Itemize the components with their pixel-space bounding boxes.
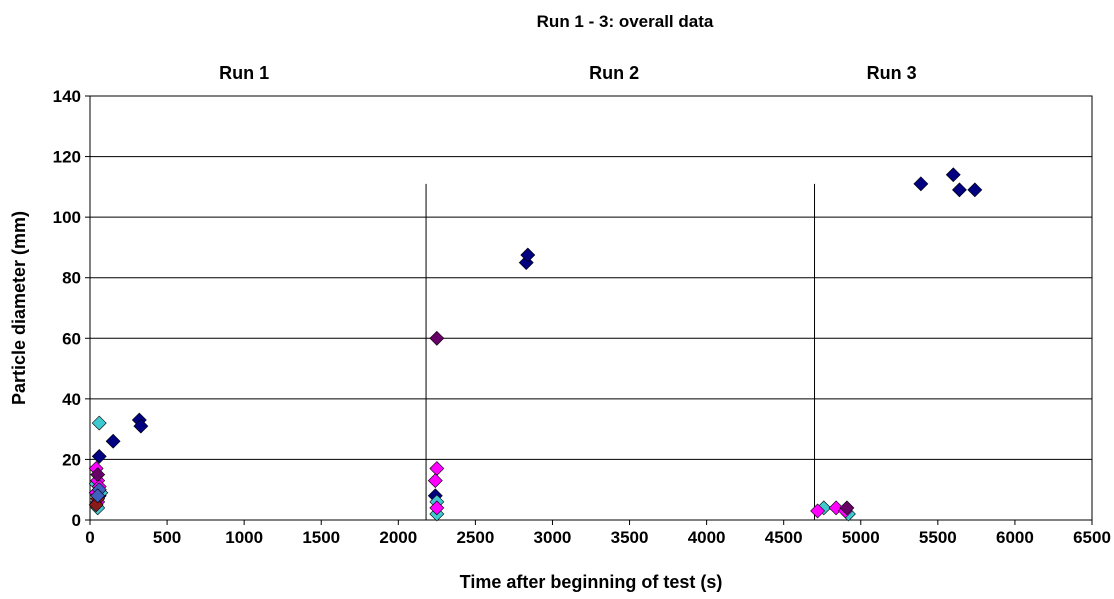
x-tick-label: 5500	[919, 528, 957, 547]
data-points	[88, 167, 983, 522]
y-tick-label: 40	[62, 390, 81, 409]
x-tick-label: 4000	[688, 528, 726, 547]
data-point	[90, 467, 106, 482]
y-tick-label: 20	[62, 450, 81, 469]
x-tick-label: 4500	[765, 528, 803, 547]
data-point	[133, 418, 149, 434]
chart-title: Run 1 - 3: overall data	[537, 12, 714, 31]
data-point	[91, 448, 107, 464]
x-tick-label: 5000	[842, 528, 880, 547]
data-point	[427, 473, 443, 489]
data-point	[913, 176, 929, 192]
x-tick-label: 500	[153, 528, 181, 547]
x-axis-ticks: 0 500 1000 1500 2000 2500 3000 3500 4000 4500 5000…	[85, 520, 1111, 547]
data-point	[105, 433, 121, 449]
data-point	[952, 182, 967, 198]
x-tick-label: 3500	[611, 528, 649, 547]
data-point	[828, 500, 844, 516]
y-axis-label: Particle diameter (mm)	[9, 211, 29, 405]
y-tick-label: 60	[62, 329, 81, 348]
data-point	[520, 247, 536, 263]
run-label: Run 2	[589, 63, 639, 83]
run-dividers	[425, 183, 816, 520]
x-tick-label: 6000	[996, 528, 1034, 547]
data-point	[429, 500, 445, 516]
run-label: Run 1	[219, 63, 269, 83]
y-axis-ticks: 0 20 40 60 80 100 120 140	[53, 87, 90, 530]
y-tick-label: 0	[72, 511, 81, 530]
data-point	[518, 255, 534, 270]
x-tick-label: 1000	[225, 528, 263, 547]
data-point	[810, 503, 826, 519]
data-point	[90, 488, 106, 504]
plot-area	[89, 95, 1093, 521]
y-tick-label: 80	[62, 269, 81, 288]
data-point	[91, 415, 107, 431]
x-tick-label: 2000	[379, 528, 417, 547]
y-tick-label: 100	[53, 208, 81, 227]
x-tick-label: 6500	[1073, 528, 1111, 547]
data-point	[839, 500, 855, 516]
x-tick-label: 2500	[456, 528, 494, 547]
x-axis-label: Time after beginning of test (s)	[460, 572, 723, 592]
run-label: Run 3	[867, 63, 917, 83]
data-point	[429, 330, 445, 346]
y-tick-label: 120	[53, 148, 81, 167]
x-tick-label: 1500	[302, 528, 340, 547]
run-labels: Run 1 Run 2 Run 3	[219, 63, 916, 83]
data-point	[88, 497, 104, 513]
x-tick-label: 3000	[534, 528, 572, 547]
data-point	[967, 182, 983, 198]
data-point	[945, 167, 961, 183]
y-tick-label: 140	[53, 87, 81, 106]
x-tick-label: 0	[85, 528, 94, 547]
data-point	[429, 461, 445, 476]
gridlines	[90, 156, 1092, 460]
